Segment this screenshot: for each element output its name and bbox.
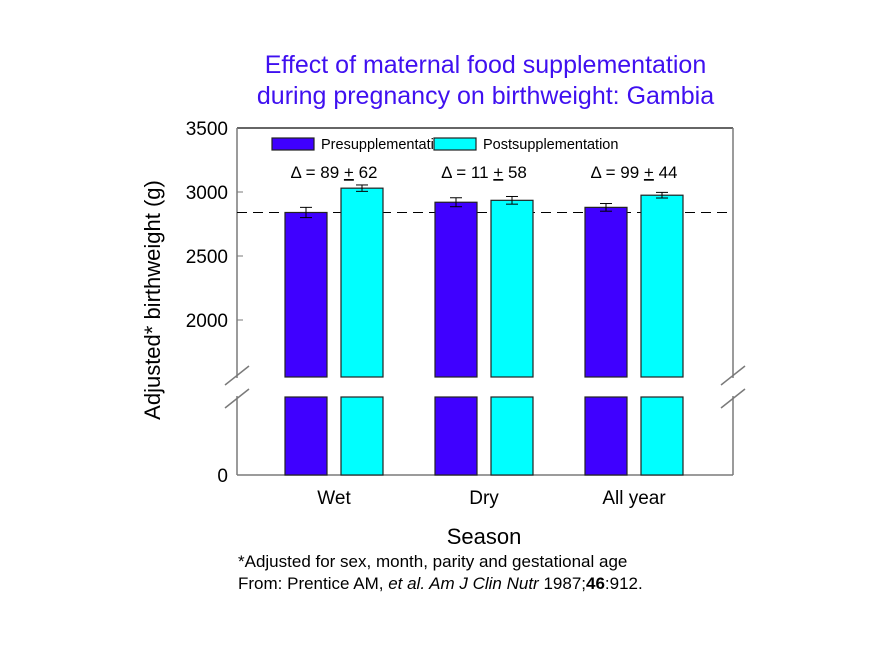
delta-annotation: Δ = 99 + 44: [590, 163, 677, 182]
plus-minus-sign: +: [344, 163, 354, 182]
citation-part: 46: [586, 574, 605, 593]
axis-break-gap: [729, 378, 737, 396]
chart-title: Effect of maternal food supplementation …: [0, 50, 881, 112]
citation-part: From: Prentice AM,: [238, 574, 389, 593]
bar-presupplementation-upper: [434, 201, 478, 378]
delta-prefix: Δ = 99: [590, 163, 643, 182]
delta-annotation: Δ = 89 + 62: [290, 163, 377, 182]
x-tick-label: All year: [602, 488, 666, 509]
plot-area: 0 2000 2500 3000 3500 Adjusted* birthweight (…: [140, 119, 746, 549]
bar-presupplementation-upper: [284, 211, 328, 378]
chart-title-line-1: Effect of maternal food supplementation: [264, 51, 707, 79]
x-tick-label: Wet: [317, 488, 351, 509]
plus-minus-sign: +: [644, 163, 654, 182]
citation-part: et al. Am J Clin Nutr: [388, 574, 539, 593]
bar-presupplementation-lower: [434, 396, 478, 476]
bar-postsupplementation-lower: [490, 396, 534, 476]
y-tick-label: 0: [217, 466, 228, 487]
bar-presupplementation-lower: [584, 396, 628, 476]
delta-suffix: 44: [654, 163, 678, 182]
x-tick-label: Dry: [469, 488, 499, 509]
legend-swatch: [433, 137, 477, 151]
axis-break-slash: [224, 388, 250, 409]
bar-postsupplementation-upper: [490, 199, 534, 378]
plus-minus-sign: +: [493, 163, 503, 182]
footnote-citation: From: Prentice AM, et al. Am J Clin Nutr…: [238, 574, 643, 594]
y-tick-label: 3000: [186, 183, 228, 204]
bar-presupplementation-lower: [284, 396, 328, 476]
delta-suffix: 62: [354, 163, 378, 182]
y-tick-label: 2000: [186, 311, 228, 332]
axis-break-slash: [720, 365, 746, 386]
delta-prefix: Δ = 11: [441, 163, 493, 182]
axis-break-gap: [233, 378, 241, 396]
chart-title-line-2: during pregnancy on birthweight: Gambia: [256, 82, 715, 110]
axis-break-slash: [720, 388, 746, 409]
citation-part: :912.: [604, 574, 643, 593]
legend-label: Postsupplementation: [483, 137, 618, 153]
y-tick-label: 2500: [186, 247, 228, 268]
delta-suffix: 58: [503, 163, 527, 182]
delta-prefix: Δ = 89: [290, 163, 343, 182]
delta-annotation: Δ = 11 + 58: [441, 163, 527, 182]
bar-presupplementation-upper: [584, 206, 628, 378]
y-tick-label: 3500: [186, 119, 228, 140]
citation-part: 1987;: [538, 574, 586, 593]
bar-postsupplementation-lower: [640, 396, 684, 476]
footnote-adjusted: *Adjusted for sex, month, parity and ges…: [238, 552, 628, 571]
x-axis-label: Season: [447, 524, 522, 549]
axis-break-slash: [224, 365, 250, 386]
bar-postsupplementation-upper: [640, 194, 684, 378]
legend-swatch: [271, 137, 315, 151]
bar-postsupplementation-lower: [340, 396, 384, 476]
y-axis-label: Adjusted* birthweight (g): [140, 180, 165, 420]
bar-postsupplementation-upper: [340, 187, 384, 378]
legend-label: Presupplementation: [321, 137, 450, 153]
